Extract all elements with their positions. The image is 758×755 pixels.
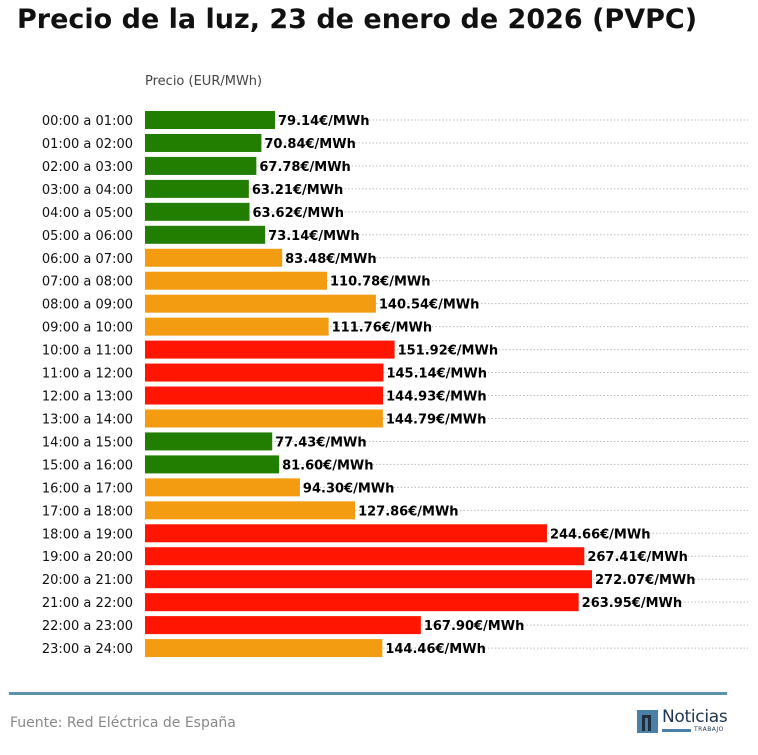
bar: [145, 133, 262, 152]
category-label: 02:00 a 03:00: [42, 160, 133, 175]
category-label: 11:00 a 12:00: [42, 367, 133, 382]
category-label: 22:00 a 23:00: [42, 619, 133, 634]
data-label: 144.93€/MWh: [386, 390, 487, 405]
data-label: 151.92€/MWh: [398, 344, 499, 359]
footer-divider: [9, 692, 727, 695]
chart-title: Precio de la luz, 23 de enero de 2026 (P…: [17, 4, 698, 35]
data-label: 81.60€/MWh: [282, 458, 373, 473]
data-label: 110.78€/MWh: [330, 275, 431, 290]
data-label: 263.95€/MWh: [582, 596, 683, 611]
category-label: 10:00 a 11:00: [42, 344, 133, 359]
category-label: 00:00 a 01:00: [42, 114, 133, 129]
data-label: 67.78€/MWh: [259, 160, 350, 175]
category-label: 04:00 a 05:00: [42, 206, 133, 221]
data-label: 70.84€/MWh: [264, 137, 355, 152]
bar: [145, 593, 579, 612]
bar: [145, 455, 280, 474]
bar: [145, 386, 384, 405]
bar: [145, 501, 356, 520]
bar: [145, 363, 384, 382]
data-label: 83.48€/MWh: [285, 252, 376, 267]
data-label: 77.43€/MWh: [275, 435, 366, 450]
category-label: 18:00 a 19:00: [42, 527, 133, 542]
data-label: 94.30€/MWh: [303, 481, 394, 496]
bar: [145, 547, 585, 566]
category-label: 20:00 a 21:00: [42, 573, 133, 588]
category-label: 13:00 a 14:00: [42, 412, 133, 427]
bar: [145, 294, 376, 313]
bar: [145, 111, 276, 129]
x-axis-label: Precio (EUR/MWh): [145, 74, 263, 89]
bar: [145, 225, 266, 244]
category-label: 03:00 a 04:00: [42, 183, 133, 198]
noticias-trabajo-logo: Noticias TRABAJO: [637, 707, 729, 735]
category-label: 19:00 a 20:00: [42, 550, 133, 565]
bar: [145, 616, 421, 635]
category-label: 09:00 a 10:00: [42, 321, 133, 336]
category-label: 14:00 a 15:00: [42, 435, 133, 450]
category-label: 07:00 a 08:00: [42, 275, 133, 290]
data-label: 244.66€/MWh: [550, 527, 651, 542]
data-label: 111.76€/MWh: [332, 321, 433, 336]
bar: [145, 432, 273, 451]
bar: [145, 340, 395, 359]
category-label: 21:00 a 22:00: [42, 596, 133, 611]
bar: [145, 317, 329, 336]
data-label: 145.14€/MWh: [386, 367, 487, 382]
bar: [145, 156, 257, 175]
bar: [145, 478, 300, 497]
category-label: 15:00 a 16:00: [42, 458, 133, 473]
source-note: Fuente: Red Eléctrica de España: [10, 715, 236, 731]
data-label: 73.14€/MWh: [268, 229, 359, 244]
logo-n-icon: [637, 710, 658, 733]
category-label: 16:00 a 17:00: [42, 481, 133, 496]
logo-sub: TRABAJO: [694, 726, 724, 733]
category-label: 06:00 a 07:00: [42, 252, 133, 267]
bar: [145, 202, 250, 221]
data-label: 167.90€/MWh: [424, 619, 525, 634]
data-label: 63.21€/MWh: [252, 183, 343, 198]
bar: [145, 271, 328, 290]
data-label: 127.86€/MWh: [358, 504, 459, 519]
data-label: 267.41€/MWh: [587, 550, 688, 565]
bar: [145, 570, 592, 589]
bar: [145, 524, 547, 543]
category-label: 05:00 a 06:00: [42, 229, 133, 244]
bar-chart: 00:00 a 01:00 79.14€/MWh 01:00 a 02:00 70.8…: [42, 111, 748, 658]
category-label: 23:00 a 24:00: [42, 642, 133, 657]
data-label: 79.14€/MWh: [278, 114, 369, 129]
bar: [145, 179, 249, 198]
bar: [145, 248, 283, 267]
data-label: 144.46€/MWh: [385, 642, 486, 657]
logo-word: Noticias: [662, 707, 728, 727]
data-label: 140.54€/MWh: [379, 298, 480, 313]
category-label: 17:00 a 18:00: [42, 504, 133, 519]
category-label: 08:00 a 09:00: [42, 298, 133, 313]
category-label: 12:00 a 13:00: [42, 390, 133, 405]
data-label: 63.62€/MWh: [253, 206, 344, 221]
data-label: 144.79€/MWh: [386, 412, 487, 427]
data-label: 272.07€/MWh: [595, 573, 696, 588]
category-label: 01:00 a 02:00: [42, 137, 133, 152]
bar: [145, 639, 383, 658]
bar: [145, 409, 383, 428]
